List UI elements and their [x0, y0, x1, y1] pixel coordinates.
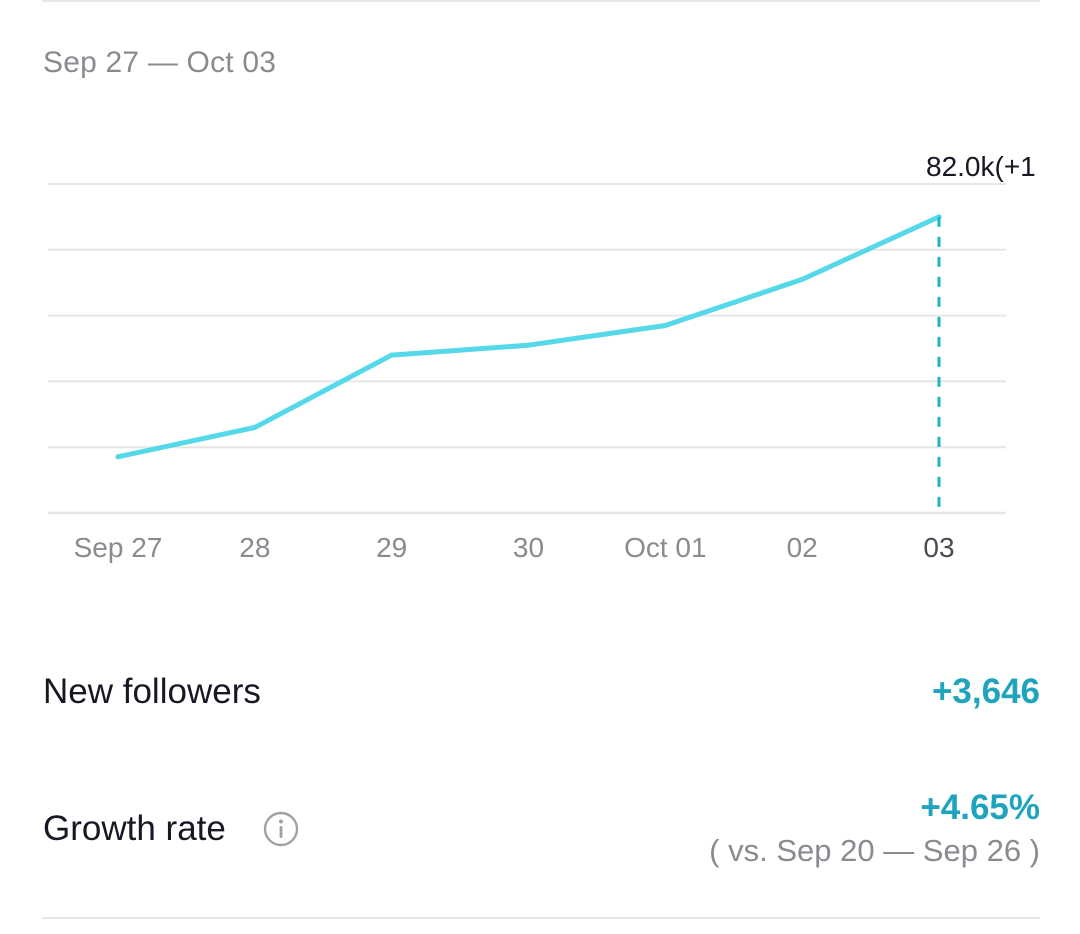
- x-tick-label: 03: [923, 532, 954, 563]
- data-point[interactable]: [526, 342, 531, 348]
- data-point[interactable]: [115, 454, 121, 460]
- data-point[interactable]: [799, 276, 805, 282]
- chart-series: [115, 214, 942, 460]
- followers-series-line: [115, 214, 942, 460]
- top-divider: [42, 0, 1040, 2]
- growth-rate-comparison: ( vs. Sep 20 — Sep 26 ): [709, 833, 1040, 868]
- info-icon[interactable]: [263, 811, 299, 847]
- x-tick-label: 02: [787, 532, 818, 563]
- bottom-divider: [42, 917, 1040, 919]
- data-point[interactable]: [662, 322, 668, 328]
- new-followers-row: New followers +3,646: [43, 669, 1040, 719]
- chart-gridlines: [48, 183, 1006, 515]
- x-tick-label: Sep 27: [74, 532, 163, 563]
- data-point[interactable]: [389, 352, 395, 358]
- x-tick-label: Oct 01: [624, 532, 706, 563]
- growth-rate-value: +4.65%: [920, 788, 1040, 827]
- chart-highlight: 82.0k(+1: [926, 151, 1036, 513]
- data-point[interactable]: [252, 424, 258, 430]
- chart-x-axis: Sep 27 28 29 30 Oct 01 02 03: [74, 532, 955, 563]
- date-range-label: Sep 27 — Oct 03: [43, 46, 277, 79]
- new-followers-value: +3,646: [931, 672, 1040, 711]
- growth-rate-label: Growth rate: [43, 809, 226, 848]
- x-tick-label: 29: [376, 532, 407, 563]
- followers-line-chart[interactable]: Sep 27 28 29 30 Oct 01 02 03 82.0k(+1: [0, 0, 1080, 600]
- highlight-value-label: 82.0k(+1: [926, 151, 1036, 182]
- growth-rate-row: Growth rate +4.65% ( vs. Sep 20 — Sep 26…: [43, 785, 1040, 875]
- x-tick-label: 30: [513, 532, 544, 563]
- x-tick-label: 28: [239, 532, 270, 563]
- new-followers-label: New followers: [43, 672, 261, 711]
